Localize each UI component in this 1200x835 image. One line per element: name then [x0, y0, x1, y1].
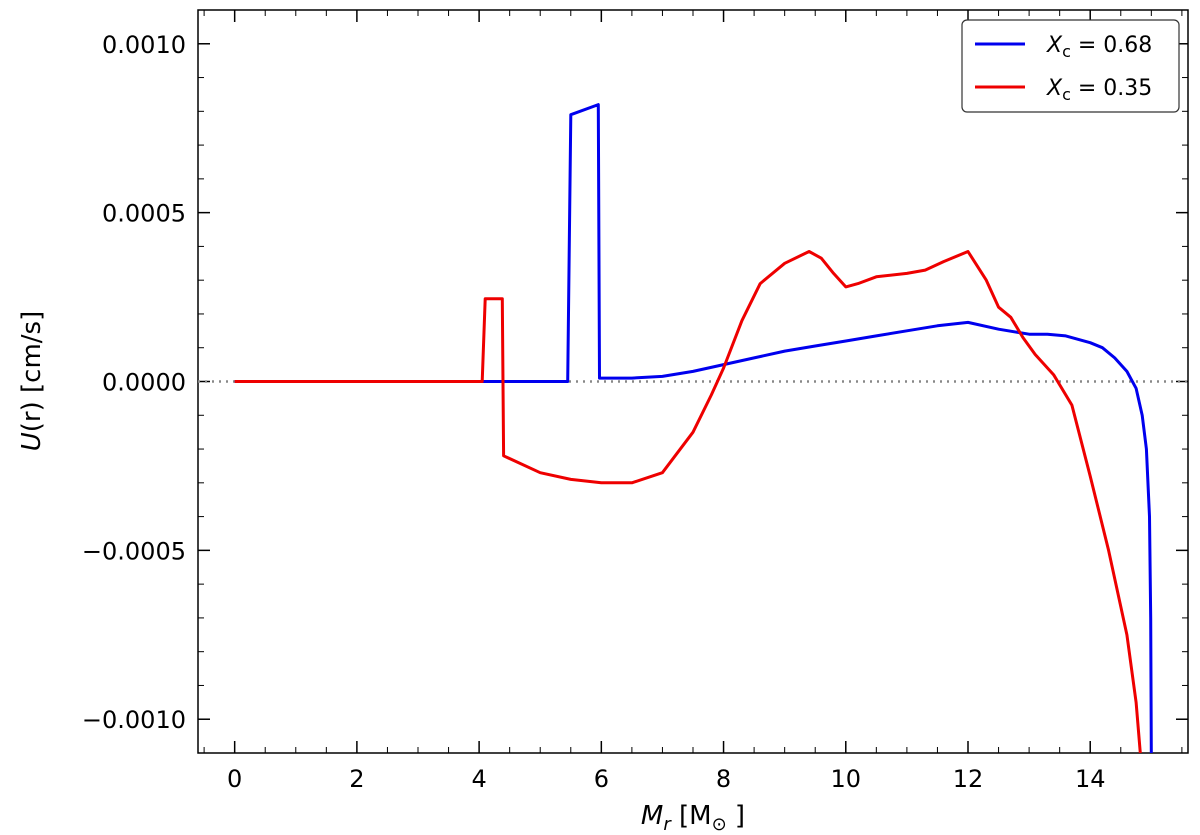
- y-tick-label: −0.0005: [82, 537, 186, 565]
- y-tick-labels: 0.0010 0.0005 0.0000 −0.0005 −0.0010: [82, 31, 186, 734]
- legend-label-series-2: Xc = 0.35: [1046, 76, 1152, 104]
- y-tick-label: 0.0010: [102, 31, 186, 59]
- x-tick-label: 2: [349, 765, 364, 793]
- y-tick-label: 0.0000: [102, 369, 186, 397]
- minor-ticks: [198, 9, 1188, 754]
- legend-label-series-1: Xc = 0.68: [1046, 33, 1152, 61]
- x-tick-label: 10: [831, 765, 862, 793]
- x-tick-label: 8: [716, 765, 731, 793]
- x-tick-label: 12: [953, 765, 984, 793]
- y-tick-label: 0.0005: [102, 200, 186, 228]
- series-lines: [234, 103, 1153, 753]
- x-tick-label: 4: [471, 765, 486, 793]
- x-tick-label: 0: [227, 765, 242, 793]
- x-tick-label: 6: [594, 765, 609, 793]
- y-axis-label: U(r) [cm/s]: [17, 311, 47, 452]
- y-tick-label: −0.0010: [82, 706, 186, 734]
- x-tick-label: 14: [1075, 765, 1106, 793]
- series-line-1: [234, 103, 1153, 753]
- series-line-2: [234, 250, 1142, 753]
- legend: Xc = 0.68 Xc = 0.35: [961, 19, 1180, 113]
- x-axis-label: Mr [M⊙ ]: [641, 801, 745, 835]
- x-tick-labels: 0 2 4 6 8 10 12 14: [227, 765, 1105, 793]
